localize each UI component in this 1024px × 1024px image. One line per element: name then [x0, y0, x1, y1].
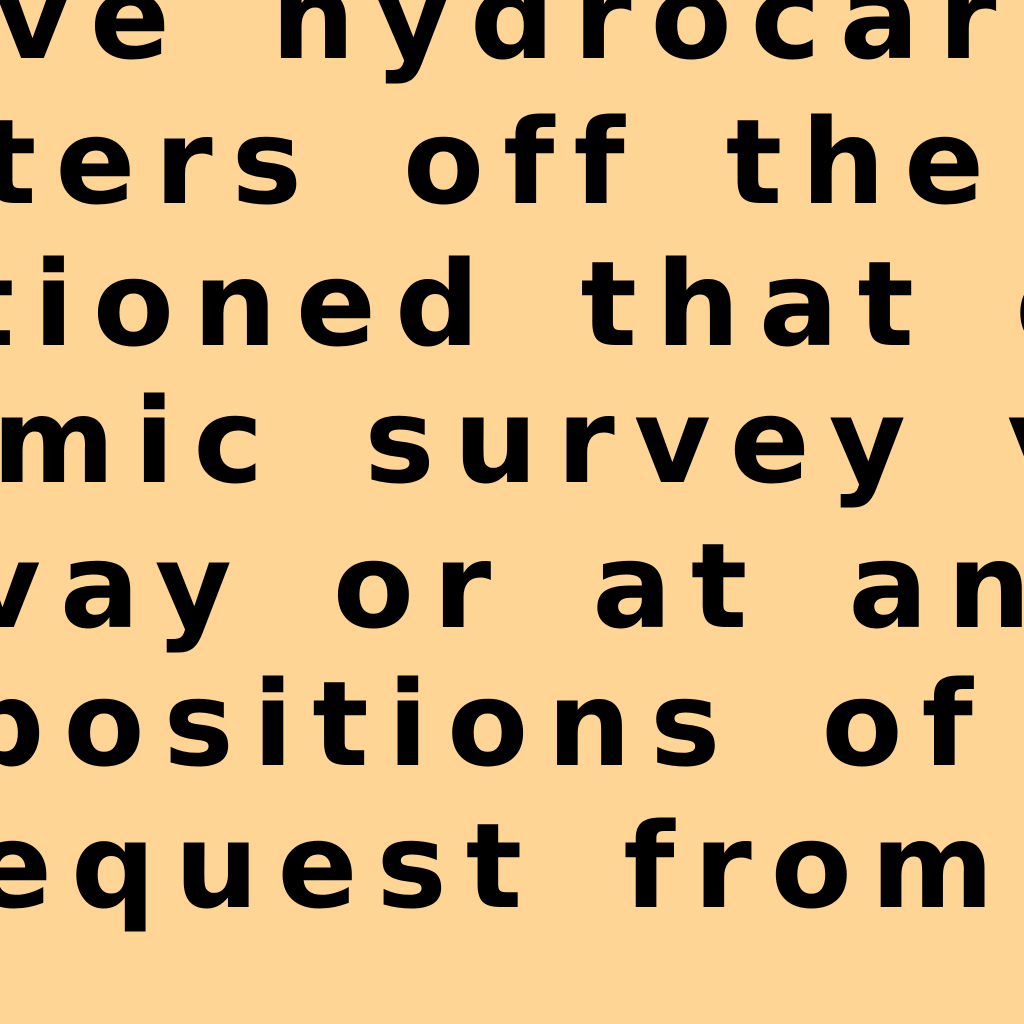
text-line-1: ve hydrocarbon	[0, 0, 1024, 86]
text-line-4: mic survey ves	[0, 372, 1024, 510]
text-line-5: vay or at anchor	[0, 517, 1024, 655]
text-line-3: tioned that drillin	[0, 235, 1024, 373]
text-line-2: ters off the east	[0, 93, 1024, 231]
text-line-7: equest from ECA	[0, 797, 1024, 935]
text-line-6: positions of these	[0, 655, 1024, 793]
